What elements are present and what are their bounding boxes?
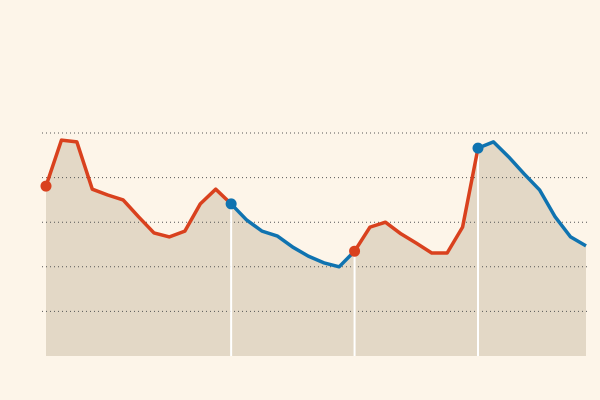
- area: [46, 140, 232, 356]
- line: [229, 202, 356, 269]
- area: [478, 141, 586, 356]
- line: [353, 147, 480, 255]
- line: [44, 138, 233, 239]
- area: [231, 203, 355, 356]
- point: [349, 245, 361, 257]
- line: [477, 140, 587, 248]
- point: [225, 198, 237, 210]
- point: [472, 142, 484, 154]
- area: [354, 148, 478, 356]
- point: [40, 180, 52, 192]
